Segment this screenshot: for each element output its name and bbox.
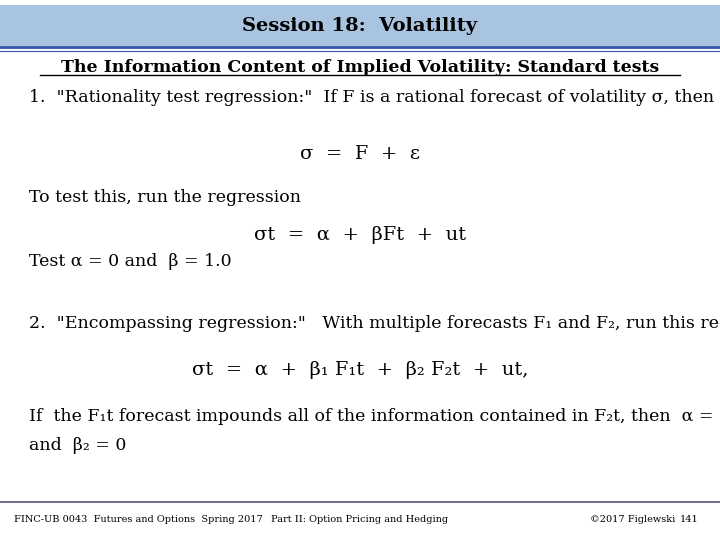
Text: Session 18:  Volatility: Session 18: Volatility — [243, 17, 477, 35]
Text: 141: 141 — [680, 515, 698, 524]
Text: The Information Content of Implied Volatility: Standard tests: The Information Content of Implied Volat… — [61, 59, 659, 76]
Text: and  β₂ = 0: and β₂ = 0 — [29, 437, 126, 454]
Text: If  the F₁t forecast impounds all of the information contained in F₂t, then  α =: If the F₁t forecast impounds all of the … — [29, 408, 720, 426]
Text: ©2017 Figlewski: ©2017 Figlewski — [590, 515, 675, 524]
Text: To test this, run the regression: To test this, run the regression — [29, 188, 301, 206]
Text: FINC-UB 0043  Futures and Options  Spring 2017: FINC-UB 0043 Futures and Options Spring … — [14, 515, 263, 524]
Text: 2.  "Encompassing regression:"   With multiple forecasts F₁ and F₂, run this reg: 2. "Encompassing regression:" With multi… — [29, 315, 720, 333]
Text: σt  =  α  +  βFt  +  ut: σt = α + βFt + ut — [254, 226, 466, 244]
Text: Part II: Option Pricing and Hedging: Part II: Option Pricing and Hedging — [271, 515, 449, 524]
FancyBboxPatch shape — [0, 5, 720, 46]
Text: 1.  "Rationality test regression:"  If F is a rational forecast of volatility σ,: 1. "Rationality test regression:" If F i… — [29, 89, 714, 106]
Text: Test α = 0 and  β = 1.0: Test α = 0 and β = 1.0 — [29, 253, 231, 271]
Text: σt  =  α  +  β₁ F₁t  +  β₂ F₂t  +  ut,: σt = α + β₁ F₁t + β₂ F₂t + ut, — [192, 361, 528, 379]
Text: σ  =  F  +  ε: σ = F + ε — [300, 145, 420, 163]
